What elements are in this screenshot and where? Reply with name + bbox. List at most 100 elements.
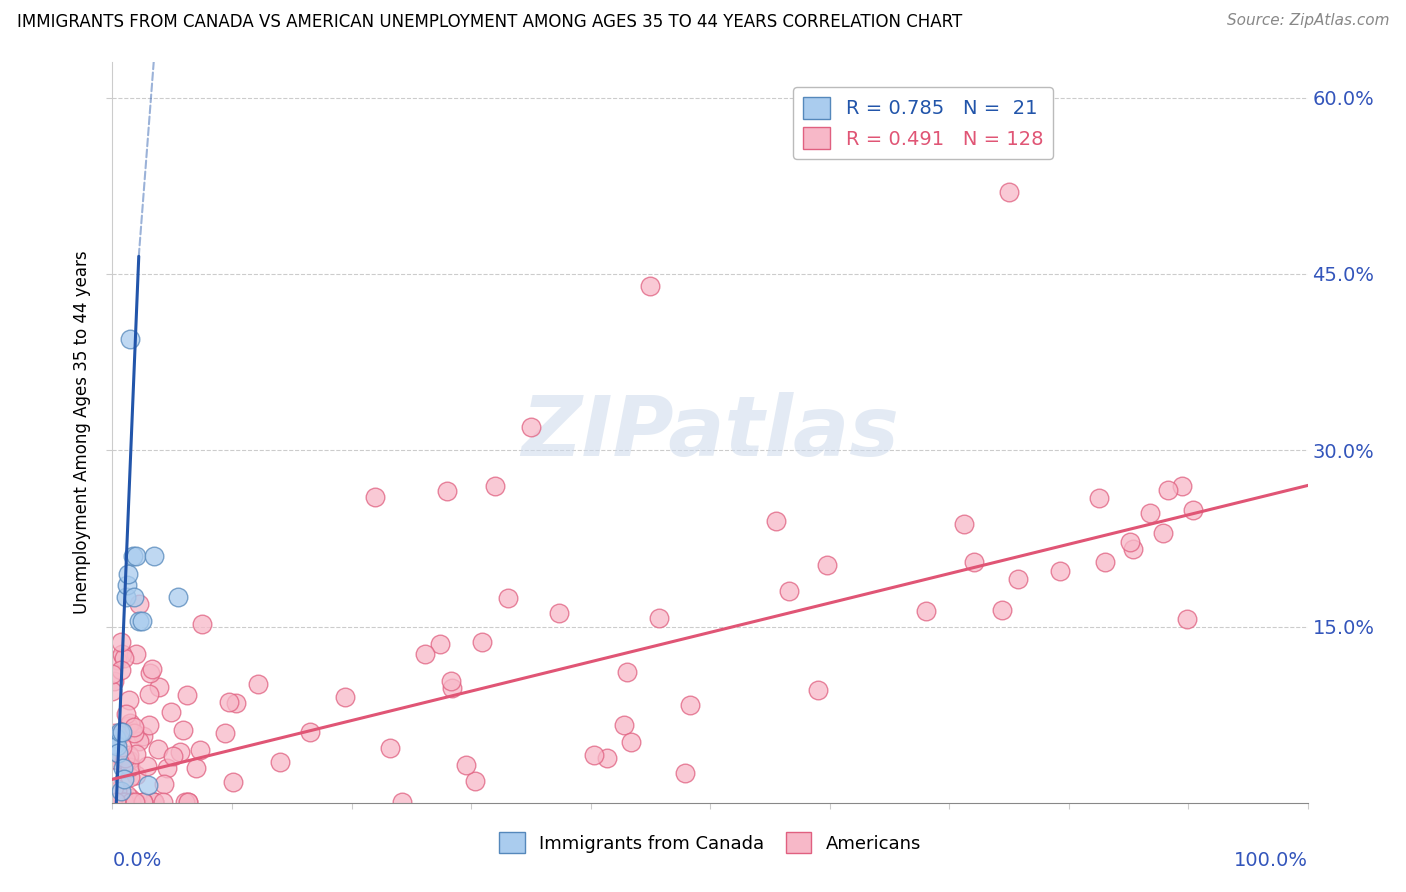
Point [1152,526,1174,541]
Point [1157,483,1180,497]
Point [218,696,240,710]
Point [121,549,143,563]
Point [963,555,986,569]
Point [132,795,155,809]
Point [138,718,160,732]
Point [138,687,160,701]
Point [110,784,132,798]
Point [520,419,543,434]
Point [498,591,520,605]
Point [105,784,128,798]
Point [122,719,145,733]
Point [105,739,128,754]
Point [169,745,191,759]
Point [378,740,401,755]
Point [105,731,128,746]
Point [159,705,181,719]
Point [103,752,125,766]
Point [152,795,174,809]
Point [108,728,131,742]
Point [112,795,135,809]
Point [143,795,166,809]
Point [103,673,125,688]
Point [172,723,194,737]
Point [1171,479,1194,493]
Point [582,748,605,763]
Point [103,795,125,809]
Point [778,584,800,599]
Point [413,647,436,661]
Point [103,780,125,794]
Point [673,765,696,780]
Point [765,514,787,528]
Point [153,777,176,791]
Point [815,558,838,573]
Point [105,795,128,809]
Point [118,748,141,763]
Point [148,680,170,694]
Point [110,795,132,809]
Point [107,795,129,809]
Point [111,725,134,739]
Point [125,795,148,809]
Point [132,795,155,809]
Point [177,795,200,809]
Point [111,725,134,739]
Point [391,795,413,809]
Point [156,761,179,775]
Point [111,795,134,809]
Point [103,795,125,809]
Point [115,578,138,592]
Text: 0.0%: 0.0% [112,851,162,870]
Point [176,795,198,809]
Point [105,753,128,767]
Point [131,614,153,628]
Point [107,653,129,667]
Point [214,726,236,740]
Point [118,759,141,773]
Point [120,716,142,731]
Point [143,549,166,563]
Point [190,743,212,757]
Point [176,688,198,702]
Point [101,684,124,698]
Point [333,690,356,704]
Point [112,756,135,770]
Point [298,724,321,739]
Point [440,681,463,696]
Point [118,790,141,805]
Point [111,795,134,809]
Legend: Immigrants from Canada, Americans: Immigrants from Canada, Americans [492,825,928,861]
Point [118,693,141,707]
Point [1139,506,1161,520]
Point [225,697,247,711]
Point [138,778,160,792]
Point [105,795,128,809]
Point [117,719,139,733]
Point [1007,573,1029,587]
Point [125,647,148,661]
Point [547,606,569,620]
Point [364,490,387,504]
Point [471,634,494,648]
Point [128,614,150,628]
Point [120,332,142,346]
Point [125,747,148,761]
Point [103,726,125,740]
Point [115,754,138,768]
Point [484,478,506,492]
Text: IMMIGRANTS FROM CANADA VS AMERICAN UNEMPLOYMENT AMONG AGES 35 TO 44 YEARS CORREL: IMMIGRANTS FROM CANADA VS AMERICAN UNEMP… [17,13,962,31]
Point [112,795,135,809]
Point [110,647,132,661]
Point [107,747,129,761]
Point [616,665,638,680]
Point [998,185,1021,199]
Point [141,662,163,676]
Point [990,603,1012,617]
Point [120,795,142,809]
Point [124,795,146,809]
Point [125,549,148,563]
Point [105,731,128,746]
Point [115,707,138,722]
Point [648,611,671,625]
